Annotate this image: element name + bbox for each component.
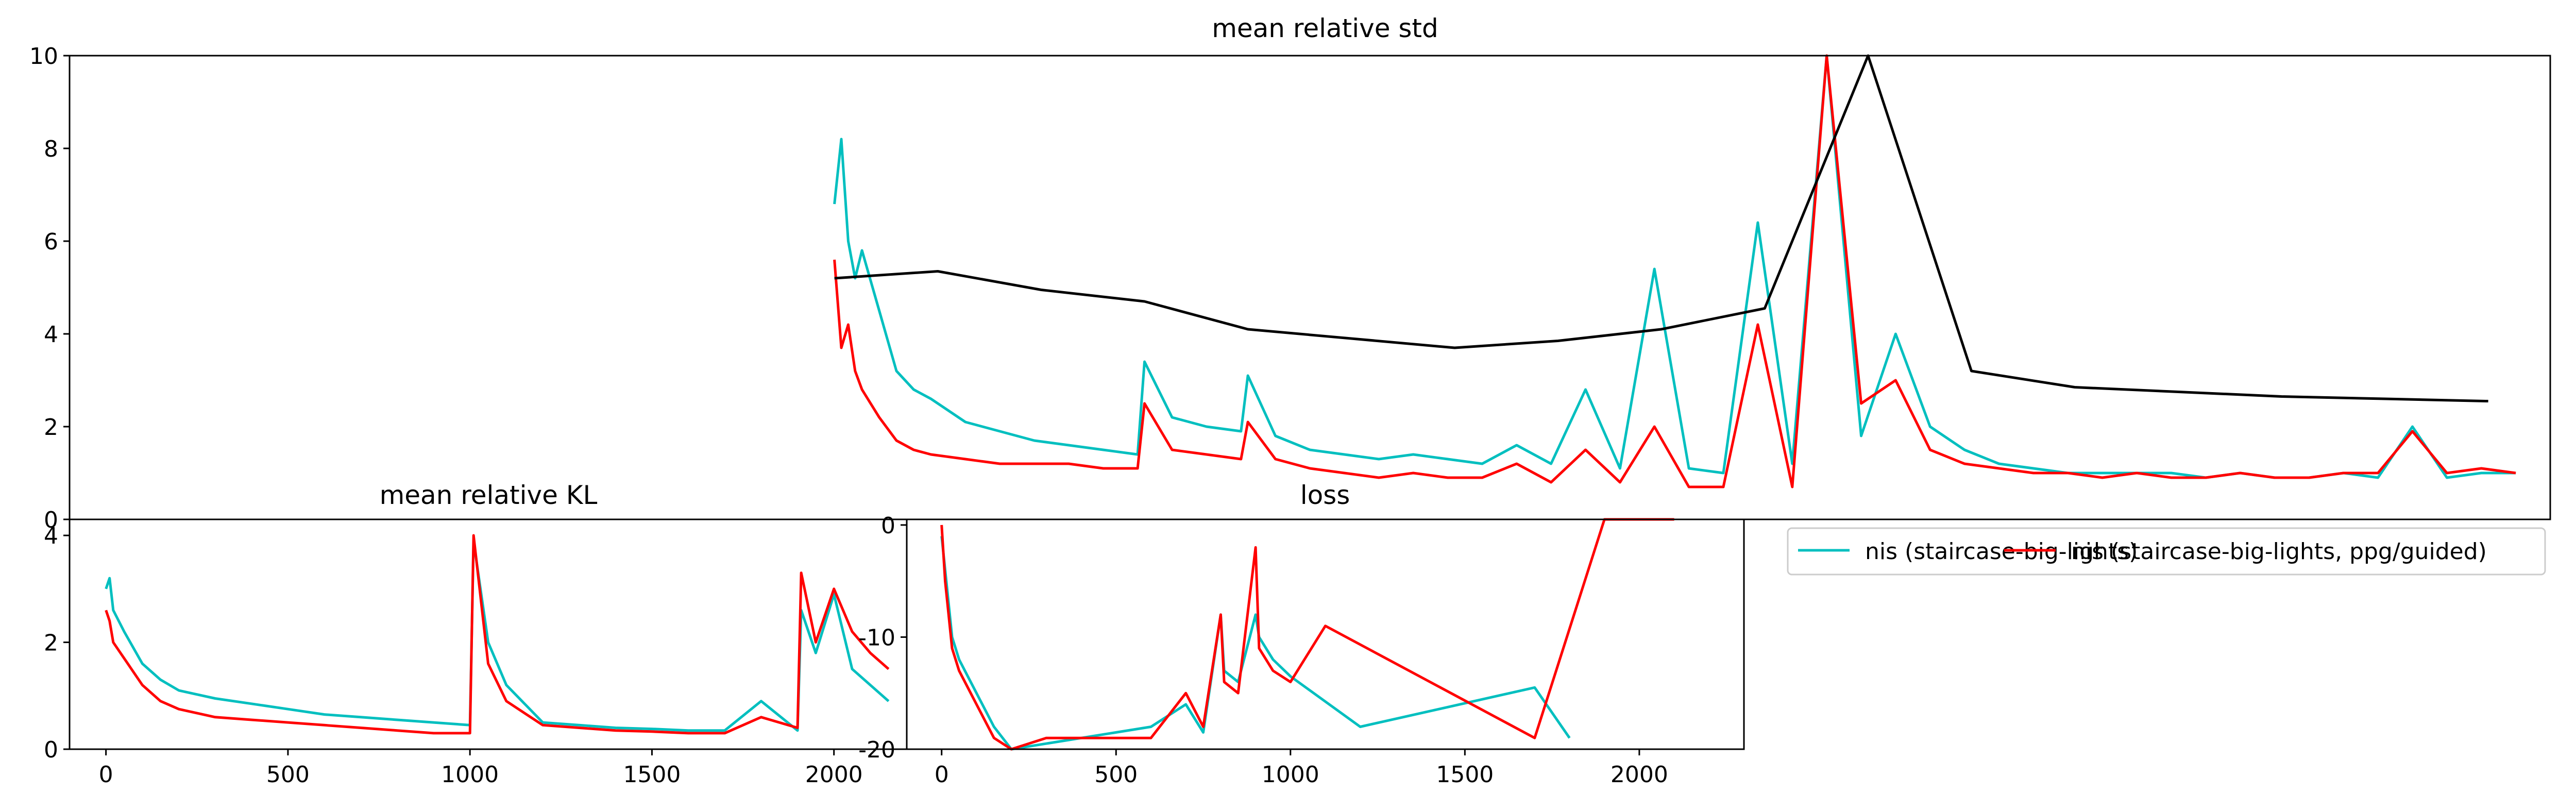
series-line-1-1 <box>105 534 890 735</box>
std-panel: 0 2 4 6 8 10 mean relative std <box>29 13 2551 533</box>
std-series-layer <box>833 54 2516 488</box>
x-tick-label: 1000 <box>441 762 499 788</box>
kl-title: mean relative KL <box>380 480 598 510</box>
x-tick-label: 500 <box>1094 762 1138 788</box>
series-line-1-0 <box>105 539 890 732</box>
x-tick-label: 0 <box>935 762 949 788</box>
loss-panel: -20 -10 0 0 500 1000 1500 2000 loss <box>858 480 1745 788</box>
series-line-2-1 <box>940 518 1674 751</box>
kl-x-ticks: 0 500 1000 1500 2000 <box>99 749 863 788</box>
x-tick-label: 1000 <box>1262 762 1319 788</box>
x-tick-label: 500 <box>266 762 310 788</box>
legend: nis (staircase-big-lights) nis (staircas… <box>1787 527 2546 576</box>
series-line-0-0 <box>833 54 2516 479</box>
y-tick-label: 2 <box>44 630 58 656</box>
y-tick-label: 0 <box>881 513 895 539</box>
kl-panel: 0 2 4 0 500 1000 1500 2000 mean relative KL <box>44 480 908 788</box>
y-tick-label: -10 <box>858 625 895 651</box>
y-tick-label: -20 <box>858 737 895 763</box>
kl-y-ticks: 0 2 4 <box>44 523 70 763</box>
loss-series-layer <box>940 518 1674 751</box>
legend-label-ppg: nis (staircase-big-lights, ppg/guided) <box>2071 538 2487 565</box>
y-tick-label: 0 <box>44 737 58 763</box>
y-tick-label: 4 <box>44 322 58 348</box>
series-line-0-2 <box>834 54 2488 402</box>
x-tick-label: 1500 <box>1436 762 1494 788</box>
y-tick-label: 10 <box>29 43 58 70</box>
y-tick-label: 4 <box>44 523 58 549</box>
legend-frame <box>1787 527 2546 576</box>
loss-axes-frame <box>906 518 1745 750</box>
loss-title: loss <box>1300 480 1350 510</box>
x-tick-label: 1500 <box>623 762 681 788</box>
x-tick-label: 2000 <box>805 762 863 788</box>
y-tick-label: 6 <box>44 229 58 255</box>
kl-series-layer <box>105 534 890 735</box>
series-line-0-1 <box>833 54 2516 488</box>
legend-label-nis: nis (staircase-big-lights) <box>1865 538 2138 565</box>
y-tick-label: 0 <box>44 507 58 533</box>
loss-y-ticks: -20 -10 0 <box>858 513 907 763</box>
y-tick-label: 2 <box>44 414 58 441</box>
std-y-ticks: 0 2 4 6 8 10 <box>29 43 70 533</box>
x-tick-label: 2000 <box>1611 762 1668 788</box>
y-tick-label: 8 <box>44 136 58 162</box>
x-tick-label: 0 <box>99 762 113 788</box>
loss-x-ticks: 0 500 1000 1500 2000 <box>935 749 1668 788</box>
std-title: mean relative std <box>1212 13 1438 43</box>
